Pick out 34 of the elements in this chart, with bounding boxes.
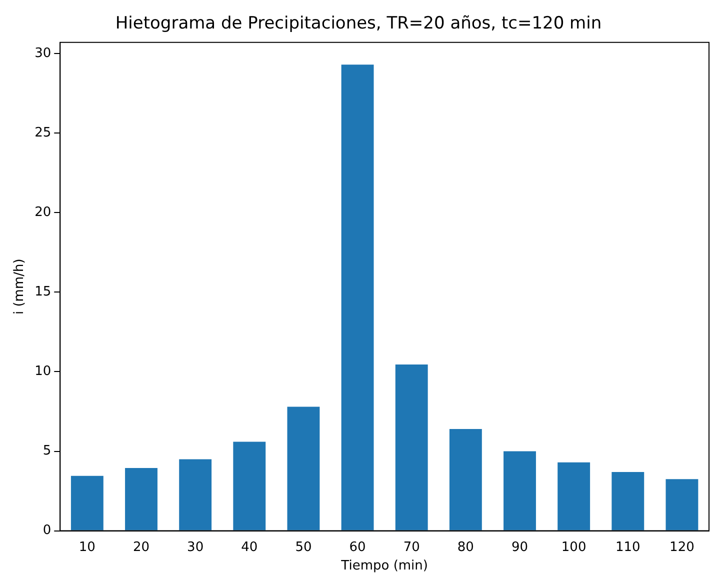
bar <box>449 428 482 530</box>
bar <box>504 451 536 530</box>
x-axis-title: Tiempo (min) <box>340 558 428 574</box>
bar <box>179 459 212 530</box>
x-tick-label: 20 <box>132 540 150 555</box>
x-tick-label: 80 <box>457 540 474 555</box>
x-tick-label: 120 <box>670 540 694 555</box>
x-tick-label: 90 <box>511 540 528 555</box>
y-tick-label: 0 <box>42 523 52 538</box>
y-axis-title: i (mm/h) <box>12 258 28 315</box>
x-tick-label: 10 <box>78 540 96 555</box>
bar <box>666 479 698 530</box>
y-tick-label: 10 <box>34 364 52 380</box>
y-tick-label: 15 <box>34 284 52 300</box>
bar <box>70 476 104 530</box>
y-tick-label: 30 <box>34 46 52 61</box>
x-tick-label: 40 <box>241 540 258 555</box>
y-tick-label: 20 <box>34 205 52 220</box>
bar <box>287 406 320 530</box>
y-tick-label: 5 <box>42 444 52 459</box>
bar <box>233 442 266 530</box>
y-tick-label: 25 <box>34 125 52 140</box>
bar <box>558 462 590 530</box>
bar <box>125 468 158 530</box>
x-tick-label: 110 <box>615 540 640 555</box>
chart-title: Hietograma de Precipitaciones, TR=20 años, tc=120 min <box>115 14 602 34</box>
x-tick-label: 50 <box>295 540 312 555</box>
x-tick-label: 100 <box>561 540 586 555</box>
x-tick-label: 30 <box>187 540 204 555</box>
bar <box>395 364 428 530</box>
x-tick-label: 60 <box>349 540 366 555</box>
x-tick-label: 70 <box>403 540 420 555</box>
bar <box>612 472 644 530</box>
bar <box>341 64 374 530</box>
